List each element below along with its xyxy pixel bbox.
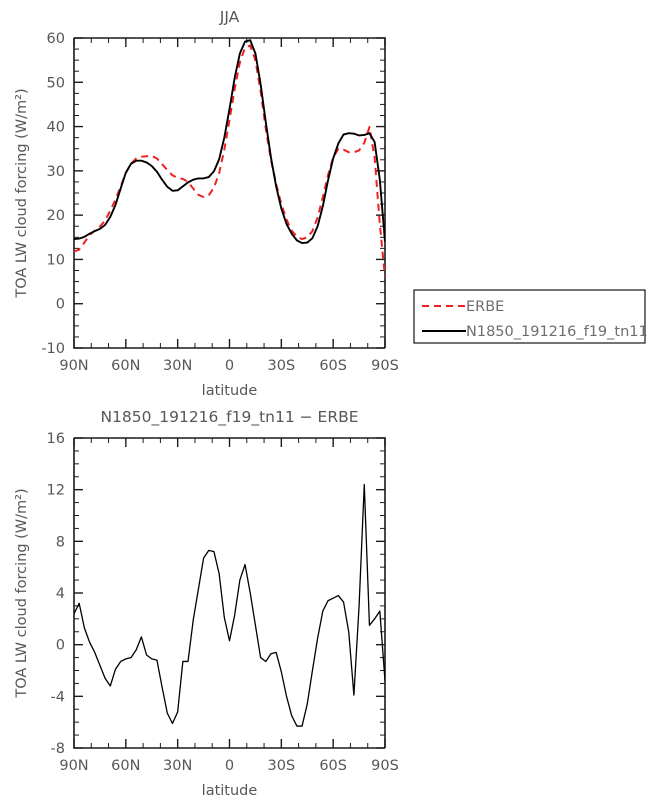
- legend: ERBE N1850_191216_f19_tn11: [413, 289, 648, 344]
- y-tick-label: 4: [56, 586, 65, 602]
- x-tick-label: 30S: [268, 758, 296, 774]
- y-axis-label-bottom-panel: TOA LW cloud forcing (W/m²): [14, 488, 30, 698]
- y-tick-label: 16: [47, 431, 65, 447]
- panel-title-top-panel: JJA: [219, 8, 240, 26]
- x-tick-label: 90N: [59, 758, 88, 774]
- x-tick-label: 60N: [111, 358, 140, 374]
- axis-frame-left-bottom: [73, 38, 385, 349]
- y-axis-label-top-panel: TOA LW cloud forcing (W/m²): [14, 88, 30, 298]
- x-tick-label: 0: [225, 358, 234, 374]
- y-axis-ticks: -10 0 10 20 30 40 50 60: [41, 31, 385, 357]
- x-tick-label: 90S: [371, 358, 399, 374]
- x-tick-label: 90S: [371, 758, 399, 774]
- x-tick-label: 60S: [319, 758, 347, 774]
- y-tick-label: 0: [56, 638, 65, 654]
- y-tick-label: 10: [47, 252, 65, 268]
- x-tick-label: 30N: [163, 358, 192, 374]
- x-tick-label: 60S: [319, 358, 347, 374]
- series-line-n1850-191216-f19-tn11: [74, 39, 385, 244]
- y-tick-label: -10: [41, 341, 65, 357]
- series-group: [74, 39, 385, 278]
- panel-title-bottom-panel: N1850_191216_f19_tn11 − ERBE: [100, 408, 358, 427]
- y-tick-label: 50: [47, 75, 65, 91]
- x-tick-label: 30S: [268, 358, 296, 374]
- series-group: [74, 483, 385, 727]
- x-tick-label: 60N: [111, 758, 140, 774]
- x-axis-label-top-panel: latitude: [202, 383, 258, 399]
- y-tick-label: 8: [56, 534, 65, 550]
- panel-bottom-panel: 90N 60N 30N 0 30S 60S 90S -8 -4 0 4 8 12 16 N1850_1912…: [14, 408, 399, 799]
- x-tick-label: 0: [225, 758, 234, 774]
- x-axis-ticks: 90N 60N 30N 0 30S 60S 90S: [59, 438, 399, 774]
- series-line-n1850-191216-f19-tn11-erbe: [74, 483, 385, 727]
- axis-frame-left-bottom: [73, 438, 385, 749]
- y-tick-label: 40: [47, 120, 65, 136]
- legend-label-erbe: ERBE: [466, 299, 504, 315]
- y-tick-label: 30: [47, 164, 65, 180]
- x-axis-label-bottom-panel: latitude: [202, 783, 258, 799]
- axis-frame-top-right: [74, 437, 386, 748]
- y-tick-label: -8: [51, 741, 65, 757]
- y-tick-label: 60: [47, 31, 65, 47]
- series-line-erbe: [74, 44, 385, 278]
- panel-top-panel: 90N 60N 30N 0 30S 60S 90S -10 0 10 20 30 40 50 60 JJA la…: [14, 8, 399, 399]
- y-tick-label: 12: [47, 483, 65, 499]
- y-tick-label: 0: [56, 297, 65, 313]
- y-axis-ticks: -8 -4 0 4 8 12 16: [47, 431, 385, 757]
- y-tick-label: -4: [51, 689, 65, 705]
- x-axis-ticks: 90N 60N 30N 0 30S 60S 90S: [59, 38, 399, 374]
- legend-box: [413, 289, 646, 344]
- axis-frame-top-right: [74, 37, 386, 348]
- y-tick-label: 20: [47, 208, 65, 224]
- x-tick-label: 90N: [59, 358, 88, 374]
- x-tick-label: 30N: [163, 758, 192, 774]
- legend-label-n1850-191216-f19-tn11: N1850_191216_f19_tn11: [466, 324, 648, 340]
